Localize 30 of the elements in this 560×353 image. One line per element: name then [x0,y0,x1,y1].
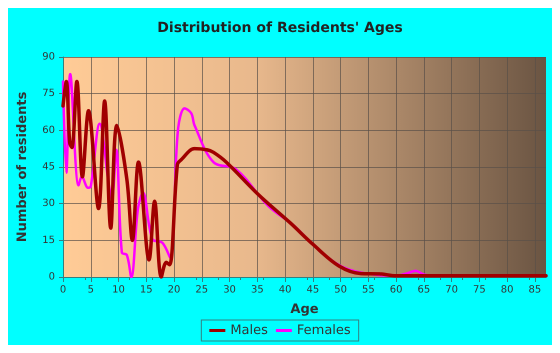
y-tick-label: 60 [42,124,55,136]
x-tick-label: 35 [250,284,264,296]
x-tick-label: 75 [473,284,486,296]
y-tick-label: 75 [42,88,55,100]
x-tick-label: 50 [334,284,347,296]
x-tick-label: 65 [417,284,430,296]
x-tick-label: 70 [445,284,458,296]
y-tick-label: 0 [48,272,55,282]
x-tick-label: 5 [88,284,94,296]
x-tick-label: 10 [112,284,125,296]
x-tick-label: 20 [168,284,180,296]
x-tick-label: 0 [60,284,66,296]
x-tick-label: 85 [528,284,542,296]
legend-label: Males [230,323,268,338]
y-axis-title: Number of residents [15,91,30,242]
x-tick-label: 80 [500,284,514,296]
x-tick-label: 25 [195,284,208,296]
x-tick-label: 40 [278,284,292,296]
x-tick-label: 30 [223,284,236,296]
y-tick-label: 90 [42,52,55,62]
chart-title: Distribution of Residents' Ages [157,20,403,36]
x-tick-label: 15 [140,284,153,296]
x-axis-title: Age [290,302,319,317]
y-tick-label: 45 [42,162,55,172]
x-tick-label: 55 [362,284,375,296]
legend-label: Females [296,323,351,338]
y-tick-label: 15 [42,234,55,246]
y-tick-label: 30 [42,198,55,210]
x-tick-label: 45 [306,284,320,296]
x-tick-label: 60 [390,284,402,296]
